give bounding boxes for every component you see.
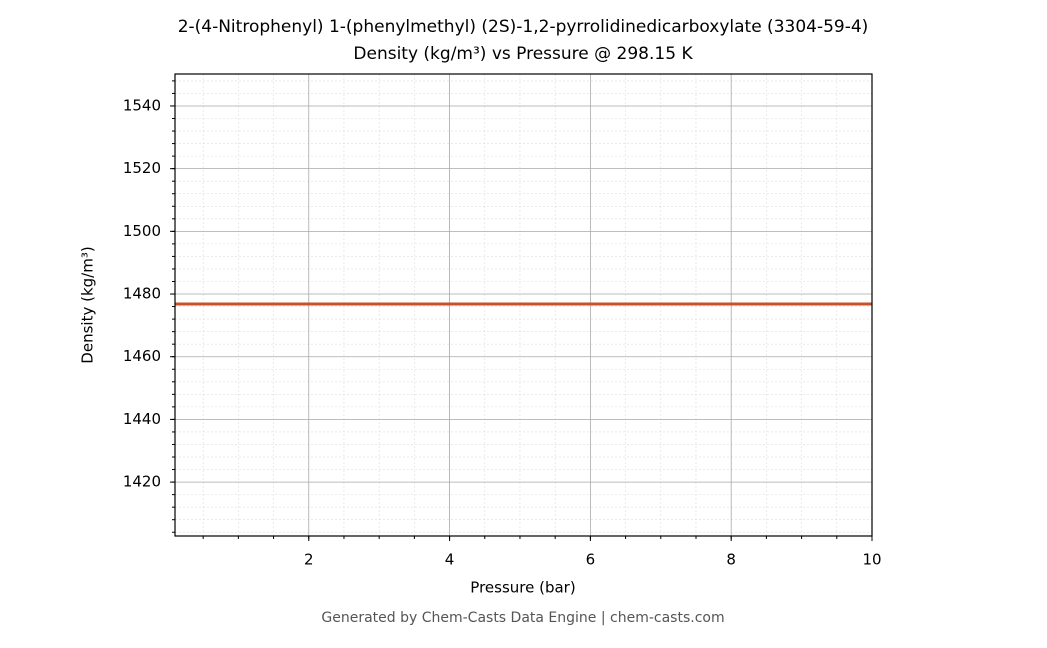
- y-tick-label: 1440: [123, 410, 161, 428]
- footer: Generated by Chem-Casts Data Engine | ch…: [321, 610, 724, 626]
- x-tick-label: 10: [862, 551, 881, 569]
- y-tick-label: 1520: [123, 159, 161, 177]
- y-tick-label: 1420: [123, 473, 161, 491]
- y-tick-label: 1480: [123, 285, 161, 303]
- chart-subtitle: Density (kg/m³) vs Pressure @ 298.15 K: [353, 44, 693, 64]
- x-axis-label: Pressure (bar): [470, 579, 575, 597]
- plot-frame: [174, 73, 873, 537]
- y-tick-label: 1460: [123, 347, 161, 365]
- x-tick-label: 8: [726, 551, 736, 569]
- y-tick-label: 1540: [123, 96, 161, 114]
- x-tick-label: 6: [586, 551, 596, 569]
- y-tick-label: 1500: [123, 222, 161, 240]
- chart-title: 2-(4-Nitrophenyl) 1-(phenylmethyl) (2S)-…: [178, 17, 869, 37]
- x-tick-label: 4: [445, 551, 455, 569]
- x-tick-label: 2: [304, 551, 314, 569]
- y-axis-label: Density (kg/m³): [79, 246, 97, 363]
